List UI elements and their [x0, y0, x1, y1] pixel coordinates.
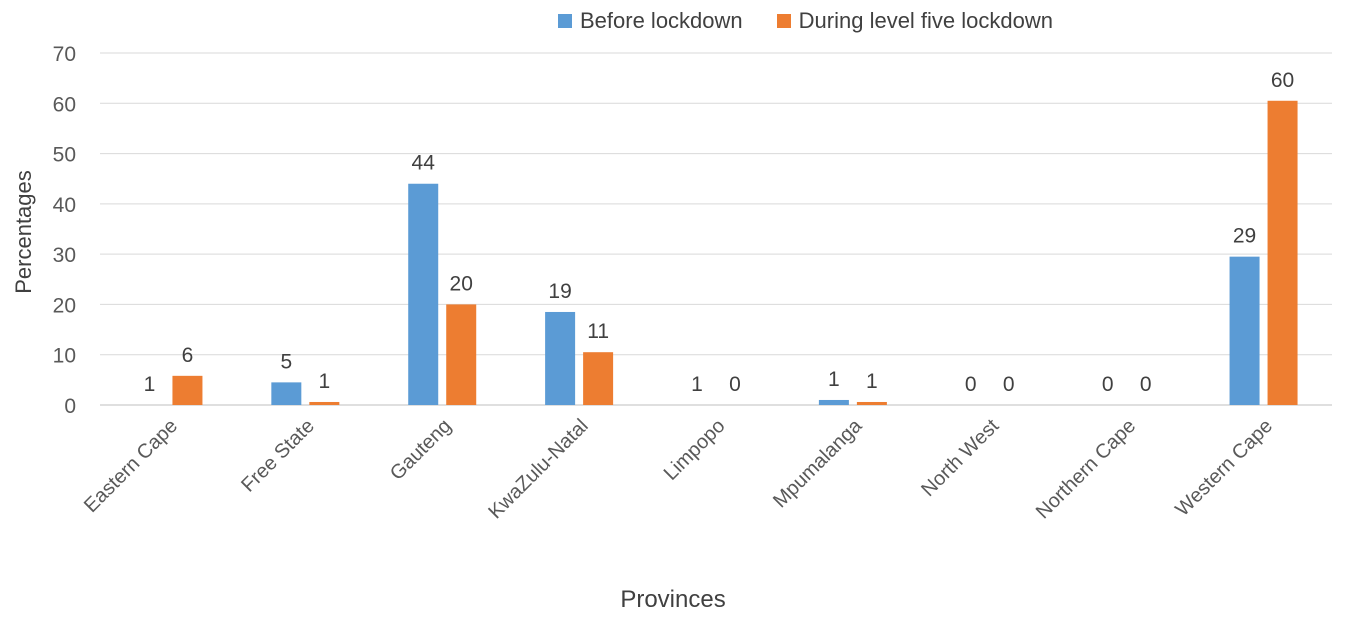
data-label: 1 — [691, 373, 703, 396]
bar — [309, 401, 340, 405]
data-label: 6 — [182, 344, 194, 367]
legend-swatch-before — [558, 14, 572, 28]
bar — [1267, 100, 1298, 406]
data-label: 0 — [1102, 373, 1114, 396]
x-tick-label: KwaZulu-Natal — [484, 415, 592, 523]
data-label: 1 — [866, 370, 878, 393]
data-label: 0 — [1140, 373, 1152, 396]
data-label: 1 — [318, 370, 330, 393]
y-tick-label: 10 — [53, 345, 76, 368]
legend-label-during: During level five lockdown — [798, 8, 1053, 33]
data-label: 29 — [1233, 225, 1256, 248]
data-label: 19 — [548, 280, 571, 303]
data-label: 0 — [729, 373, 741, 396]
legend-item-during: During level five lockdown — [776, 8, 1053, 34]
bar — [271, 382, 302, 405]
data-label: 11 — [587, 320, 609, 343]
x-tick-label: Northern Cape — [1032, 415, 1140, 523]
y-tick-label: 0 — [64, 395, 76, 418]
bar — [818, 399, 849, 405]
data-label: 1 — [828, 368, 840, 391]
x-tick-label: Eastern Cape — [80, 415, 182, 517]
legend-swatch-during — [776, 14, 791, 28]
legend-item-before: Before lockdown — [558, 8, 743, 34]
y-tick-label: 30 — [53, 244, 76, 267]
x-tick-label: Mpumalanga — [769, 414, 867, 512]
legend-label-before: Before lockdown — [580, 8, 743, 33]
data-label: 20 — [450, 272, 473, 295]
y-axis-title: Percentages — [11, 170, 36, 294]
x-tick-label: Gauteng — [386, 415, 456, 485]
legend: Before lockdown During level five lockdo… — [558, 8, 1079, 34]
bar — [446, 304, 477, 405]
x-tick-label: Western Cape — [1171, 415, 1277, 521]
data-label: 44 — [412, 152, 436, 175]
data-label: 0 — [965, 373, 977, 396]
y-tick-label: 60 — [53, 93, 76, 116]
y-tick-label: 20 — [53, 294, 76, 317]
y-tick-label: 40 — [53, 194, 76, 217]
bar — [1229, 256, 1260, 405]
data-label: 0 — [1003, 373, 1015, 396]
x-tick-label: Limpopo — [660, 415, 730, 485]
x-axis-title: Provinces — [620, 586, 726, 613]
x-tick-label: Free State — [237, 415, 319, 497]
data-label: 60 — [1271, 69, 1294, 92]
data-label: 5 — [280, 350, 292, 373]
x-tick-label: North West — [917, 415, 1003, 501]
y-tick-label: 70 — [53, 43, 76, 66]
bar — [408, 183, 439, 405]
bar — [545, 311, 576, 405]
bar — [172, 375, 203, 405]
y-tick-label: 50 — [53, 144, 76, 167]
bar — [856, 401, 887, 405]
data-label: 1 — [144, 373, 156, 396]
bar — [583, 352, 614, 405]
